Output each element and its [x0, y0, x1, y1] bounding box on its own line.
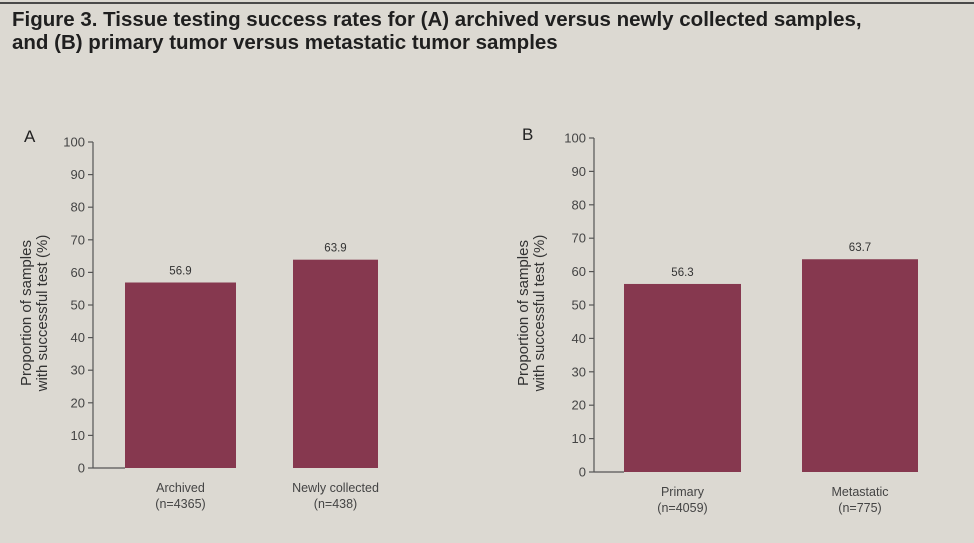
figure-title: Figure 3. Tissue testing success rates f… — [12, 8, 967, 54]
y-tick-label: 90 — [71, 167, 85, 182]
bar-primary — [624, 283, 741, 472]
y-tick-label: 90 — [572, 164, 586, 179]
y-tick-label: 50 — [71, 298, 85, 313]
y-tick-label: 10 — [572, 431, 586, 446]
y-tick-label: 30 — [71, 363, 85, 378]
y-tick-label: 60 — [572, 264, 586, 279]
category-label: Archived — [156, 481, 205, 495]
y-tick-label: 70 — [572, 231, 586, 246]
y-tick-label: 40 — [572, 331, 586, 346]
y-tick-label: 80 — [572, 197, 586, 212]
y-tick-label: 80 — [71, 200, 85, 215]
top-rule — [0, 2, 974, 4]
y-tick-label: 50 — [572, 298, 586, 313]
y-tick-label: 10 — [71, 428, 85, 443]
category-n-label: (n=438) — [314, 497, 357, 511]
y-axis-label: Proportion of samples — [515, 240, 532, 386]
y-tick-label: 40 — [71, 330, 85, 345]
data-label: 56.3 — [671, 267, 693, 279]
category-n-label: (n=4059) — [657, 501, 707, 515]
bar-newly-collected — [293, 259, 378, 468]
y-tick-label: 0 — [579, 465, 586, 480]
y-tick-label: 20 — [572, 398, 586, 413]
y-axis-label: with successful test (%) — [531, 235, 548, 393]
y-tick-label: 30 — [572, 364, 586, 379]
figure-title-line-2: and (B) primary tumor versus metastatic … — [12, 31, 558, 54]
y-axis-label: Proportion of samples — [18, 240, 35, 386]
category-n-label: (n=775) — [838, 501, 881, 515]
bar-archived — [125, 282, 236, 468]
figure-title-line-1: Figure 3. Tissue testing success rates f… — [12, 8, 862, 31]
data-label: 63.9 — [324, 243, 346, 255]
y-tick-label: 20 — [71, 395, 85, 410]
chart-panel-a: A Proportion of samples with successful te… — [18, 127, 379, 511]
y-tick-label: 70 — [71, 232, 85, 247]
data-label: 63.7 — [849, 242, 871, 254]
y-axis-label: with successful test (%) — [34, 235, 51, 393]
y-tick-label: 0 — [78, 461, 85, 476]
data-label: 56.9 — [169, 266, 191, 278]
panel-label: A — [24, 127, 36, 146]
chart-panel-b: B Proportion of samples with successful te… — [515, 125, 918, 515]
category-label: Metastatic — [832, 485, 889, 499]
category-n-label: (n=4365) — [155, 497, 205, 511]
panel-label: B — [522, 125, 533, 144]
y-tick-label: 60 — [71, 265, 85, 280]
category-label: Newly collected — [292, 481, 379, 495]
category-label: Primary — [661, 485, 705, 499]
y-tick-label: 100 — [63, 135, 85, 150]
y-tick-label: 100 — [564, 131, 586, 146]
bar-metastatic — [802, 259, 918, 472]
